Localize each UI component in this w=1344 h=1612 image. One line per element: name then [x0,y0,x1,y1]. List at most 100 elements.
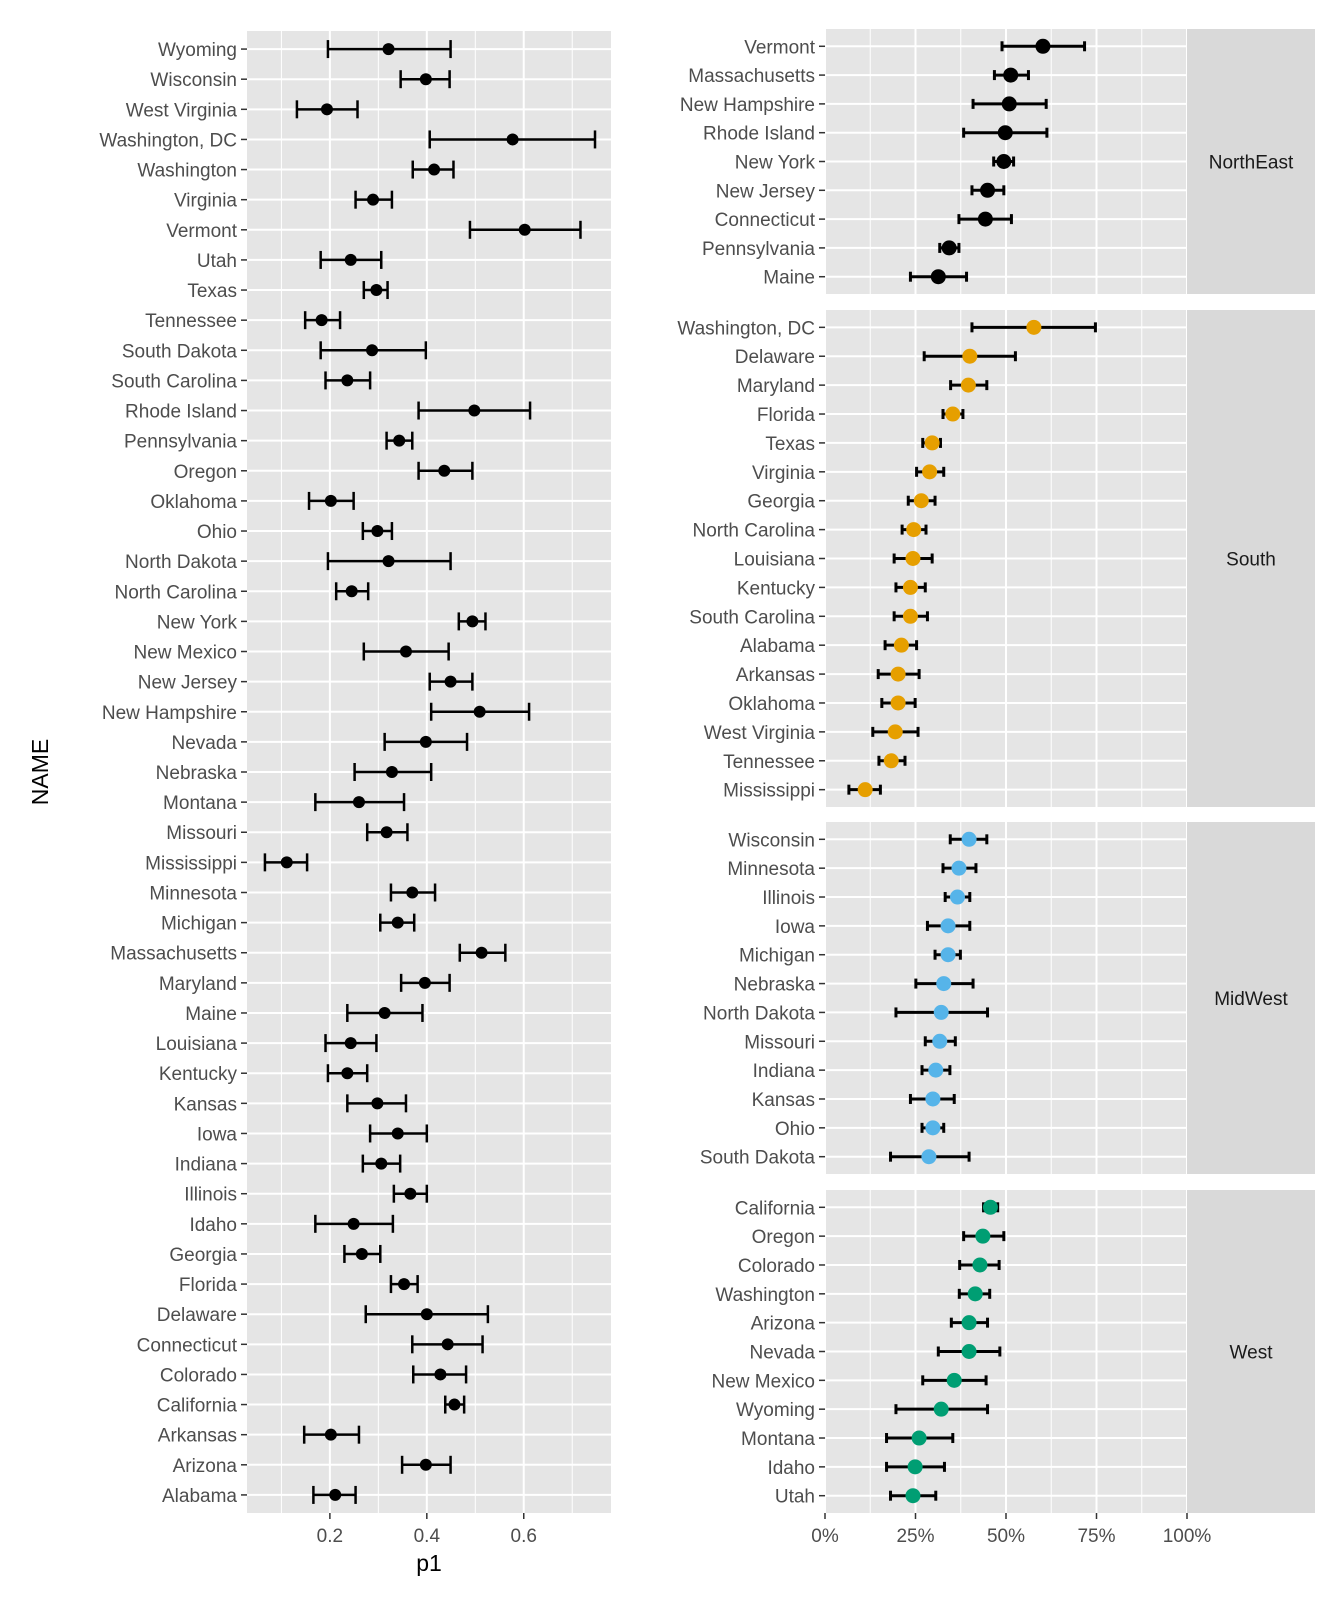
data-point [905,551,921,566]
y-tick-label: North Carolina [693,521,816,542]
data-point [398,1278,411,1291]
y-tick-label: Oregon [174,462,237,483]
data-point [506,133,519,146]
data-point [418,976,431,989]
y-tick-label: Iowa [197,1124,238,1145]
data-point [924,435,940,451]
y-tick-label: Georgia [169,1245,237,1266]
data-point [1026,319,1042,335]
data-point [475,946,488,959]
y-tick-label: Rhode Island [703,124,815,145]
y-tick-label: Washington, DC [99,130,237,151]
y-tick-label: Delaware [735,347,815,368]
y-tick-label: Maryland [159,974,237,995]
y-tick-label: New Jersey [138,673,238,694]
y-tick-label: Colorado [160,1365,237,1386]
y-tick-label: California [157,1396,238,1417]
data-point [946,1372,962,1388]
y-tick-label: Missouri [744,1032,815,1053]
data-point [444,675,457,688]
y-tick-label: Kansas [752,1090,815,1111]
data-point [448,1398,461,1411]
x-tick-label: 75% [1077,1526,1115,1547]
data-point [997,125,1013,141]
facet-strip [1187,29,1315,294]
y-tick-label: South Carolina [689,607,815,628]
data-point [902,579,918,595]
y-tick-label: Nevada [750,1343,816,1364]
data-point [890,666,906,682]
data-point [982,1199,998,1215]
data-point [341,1067,354,1080]
data-point [473,705,486,718]
data-point [961,831,977,847]
data-point [391,916,404,929]
y-tick-label: South Dakota [122,341,238,362]
data-point [419,735,432,748]
data-point [913,493,929,509]
data-point [996,154,1012,169]
y-tick-label: New Mexico [134,643,237,664]
data-point [345,585,358,598]
data-point [980,182,996,198]
facet-strip-label: South [1226,550,1276,571]
data-point [404,1187,417,1200]
data-point [382,43,395,56]
y-tick-label: Colorado [738,1256,815,1277]
data-point [890,695,906,711]
data-point [280,856,293,869]
data-point [320,103,333,116]
y-tick-label: Louisiana [156,1034,238,1055]
y-tick-label: Maine [763,268,815,289]
x-tick-label: 25% [896,1526,934,1547]
y-axis-title: NAME [27,739,53,805]
y-tick-label: Wyoming [158,40,237,61]
y-tick-label: New Mexico [712,1371,815,1392]
y-tick-label: Vermont [166,221,237,242]
x-tick-label: 0.4 [414,1526,441,1547]
data-point [887,724,903,740]
y-tick-label: Maryland [737,376,815,397]
facet-strip [1187,822,1315,1174]
data-point [1003,67,1019,83]
x-tick-label: 0% [811,1526,839,1547]
y-tick-label: Delaware [157,1305,237,1326]
y-tick-label: Utah [197,251,237,272]
y-tick-label: West Virginia [126,100,238,121]
data-point [428,163,441,176]
data-point [406,886,419,899]
data-point [382,555,395,568]
data-point [905,1488,921,1504]
y-tick-label: Washington, DC [677,318,815,339]
y-tick-label: Ohio [197,522,237,543]
data-point [975,1228,991,1244]
data-point [960,377,976,393]
data-point [951,860,967,876]
data-point [371,525,384,538]
facet-strip-label: NorthEast [1209,153,1294,174]
y-tick-label: Pennsylvania [702,239,815,260]
y-tick-label: South Carolina [111,371,237,392]
data-point [922,464,938,480]
y-tick-label: Kentucky [737,578,816,599]
y-tick-label: New Jersey [716,181,816,202]
y-tick-label: North Carolina [115,582,238,603]
data-point [378,1006,391,1019]
data-point [380,826,393,839]
y-tick-label: Illinois [184,1185,237,1206]
y-tick-label: Oregon [752,1227,815,1248]
data-point [906,522,922,538]
y-tick-label: Virginia [174,191,237,212]
data-point [961,1315,977,1331]
y-tick-label: Georgia [747,492,815,513]
y-tick-label: Maine [185,1004,237,1025]
y-tick-label: Montana [741,1429,815,1450]
y-tick-label: North Dakota [125,552,237,573]
y-tick-label: Michigan [161,914,237,935]
y-tick-label: Minnesota [149,883,237,904]
y-tick-label: California [735,1198,816,1219]
y-tick-label: Oklahoma [728,694,815,715]
y-tick-label: Minnesota [727,859,815,880]
data-point [911,1430,927,1446]
